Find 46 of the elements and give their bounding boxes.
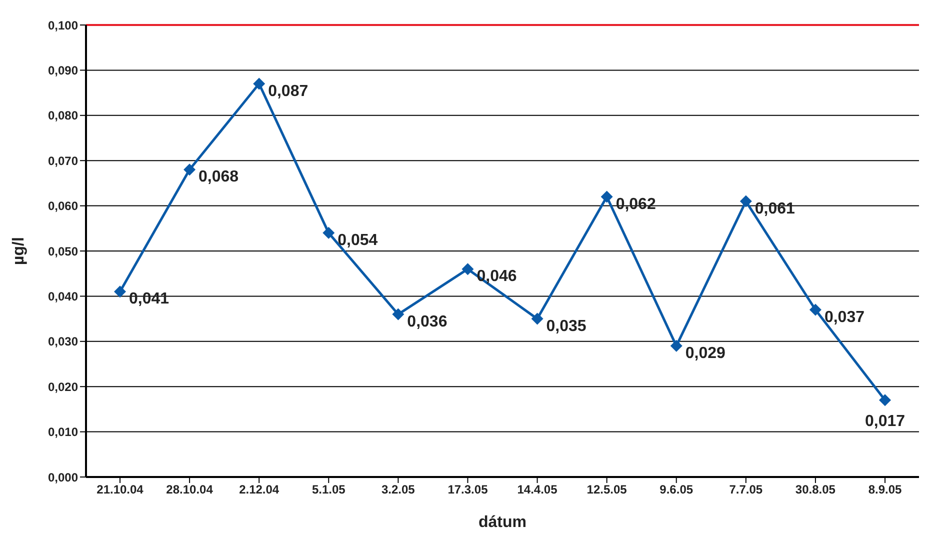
x-tick-label: 3.2.05 <box>381 482 416 497</box>
x-tick-label: 9.6.05 <box>660 482 694 497</box>
point <box>392 308 404 320</box>
data-label: 0,037 <box>824 308 865 326</box>
y-tick-label: 0,020 <box>48 380 78 394</box>
point <box>670 340 682 352</box>
x-tick-label: 7.7.05 <box>729 482 763 497</box>
x-tick-label: 14.4.05 <box>517 482 558 497</box>
y-tick-label: 0,010 <box>48 425 78 440</box>
x-tick-label: 5.1.05 <box>312 482 346 497</box>
x-tick-label: 2.12.04 <box>239 482 280 497</box>
x-tick-label: 12.5.05 <box>586 482 628 497</box>
point <box>184 164 196 176</box>
x-axis-title: dátum <box>478 514 526 531</box>
x-tick-label: 28.10.04 <box>166 482 214 497</box>
y-tick-label: 0,080 <box>48 108 78 123</box>
point <box>253 78 266 90</box>
y-tick-label: 0,090 <box>48 63 78 78</box>
point <box>740 195 752 208</box>
point <box>879 394 891 406</box>
data-label: 0,029 <box>685 344 726 362</box>
y-tick-label: 0,100 <box>48 18 78 32</box>
data-label: 0,036 <box>407 313 448 330</box>
data-label: 0,046 <box>476 268 517 286</box>
point <box>322 226 335 239</box>
y-tick-label: 0,050 <box>48 244 78 258</box>
y-tick-label: 0,060 <box>48 199 78 214</box>
point <box>462 263 474 276</box>
point <box>600 190 613 203</box>
x-tick-label: 8.9.05 <box>868 482 902 497</box>
y-tick-label: 0,000 <box>48 470 78 484</box>
data-label: 0,017 <box>864 413 906 430</box>
data-label: 0,054 <box>338 232 378 249</box>
y-tick-label: 0,070 <box>48 154 78 168</box>
point <box>809 304 822 316</box>
x-tick-label: 30.8.05 <box>795 482 836 497</box>
y-axis-title: µg/l <box>10 237 28 265</box>
data-label: 0,087 <box>268 82 308 100</box>
x-tick-label: 21.10.04 <box>96 482 144 497</box>
y-tick-label: 0,040 <box>48 289 78 304</box>
point <box>114 286 126 298</box>
y-tick-label: 0,030 <box>48 334 78 349</box>
x-tick-label: 17.3.05 <box>448 482 488 497</box>
data-label: 0,068 <box>198 168 239 186</box>
point <box>531 312 544 325</box>
data-label: 0,035 <box>546 318 586 335</box>
